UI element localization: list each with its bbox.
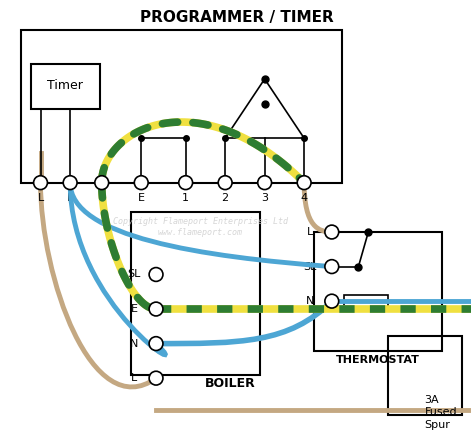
Text: 3: 3 bbox=[261, 194, 268, 204]
Bar bbox=[31, 64, 100, 109]
Text: N: N bbox=[306, 296, 314, 306]
Circle shape bbox=[297, 176, 311, 190]
Circle shape bbox=[258, 176, 272, 190]
Circle shape bbox=[63, 176, 77, 190]
Circle shape bbox=[325, 260, 339, 273]
Text: N: N bbox=[130, 339, 138, 349]
Circle shape bbox=[149, 371, 163, 385]
Text: E: E bbox=[131, 304, 138, 314]
Circle shape bbox=[325, 294, 339, 308]
Text: L: L bbox=[307, 227, 313, 237]
Circle shape bbox=[149, 268, 163, 281]
Text: N: N bbox=[98, 194, 106, 204]
Text: L: L bbox=[67, 194, 73, 204]
Text: SL: SL bbox=[128, 269, 141, 279]
Text: BOILER: BOILER bbox=[205, 377, 255, 389]
Text: THERMOSTAT: THERMOSTAT bbox=[336, 355, 420, 365]
Text: E: E bbox=[138, 194, 145, 204]
Circle shape bbox=[34, 176, 47, 190]
Text: 4: 4 bbox=[301, 194, 308, 204]
Bar bbox=[131, 212, 260, 375]
Text: Timer: Timer bbox=[47, 79, 83, 92]
Text: SL: SL bbox=[303, 261, 317, 272]
Text: Copyright Flameport Enterprises Ltd
www.flameport.com: Copyright Flameport Enterprises Ltd www.… bbox=[113, 217, 288, 237]
Bar bbox=[388, 336, 462, 415]
Text: PROGRAMMER / TIMER: PROGRAMMER / TIMER bbox=[140, 10, 334, 25]
Text: 2: 2 bbox=[221, 194, 229, 204]
Text: L: L bbox=[131, 373, 137, 383]
Bar bbox=[21, 30, 342, 183]
Bar bbox=[314, 232, 442, 350]
Text: 1: 1 bbox=[182, 194, 189, 204]
Bar bbox=[344, 295, 388, 307]
Circle shape bbox=[149, 337, 163, 350]
Circle shape bbox=[325, 225, 339, 239]
Circle shape bbox=[134, 176, 148, 190]
Circle shape bbox=[95, 176, 109, 190]
Circle shape bbox=[218, 176, 232, 190]
Circle shape bbox=[149, 302, 163, 316]
Text: L: L bbox=[37, 194, 44, 204]
Text: 3A
Fused
Spur: 3A Fused Spur bbox=[425, 395, 457, 430]
Circle shape bbox=[179, 176, 192, 190]
